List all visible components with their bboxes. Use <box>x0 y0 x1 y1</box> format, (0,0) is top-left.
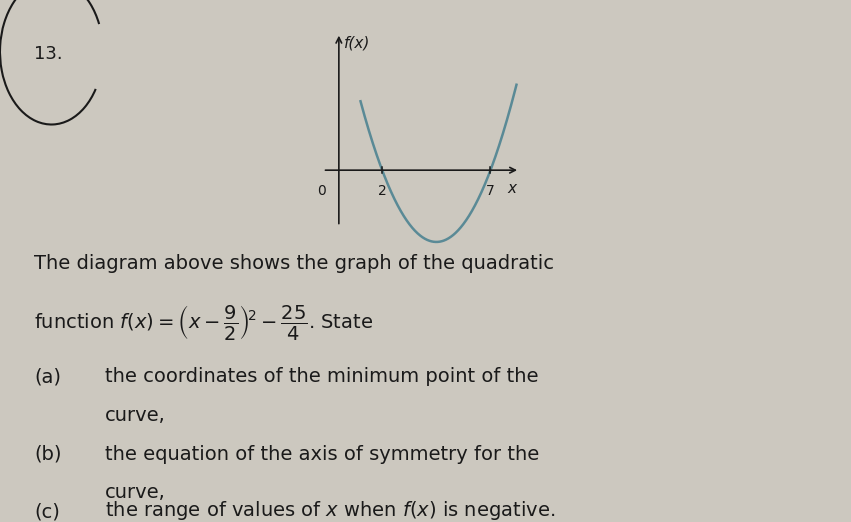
Text: the equation of the axis of symmetry for the: the equation of the axis of symmetry for… <box>105 445 539 464</box>
Text: 2: 2 <box>378 184 386 198</box>
Text: curve,: curve, <box>105 406 165 425</box>
Text: x: x <box>507 181 517 196</box>
Text: (c): (c) <box>34 503 60 522</box>
Text: the range of values of $x$ when $f$($x$) is negative.: the range of values of $x$ when $f$($x$)… <box>105 499 555 522</box>
Text: 13.: 13. <box>34 45 63 64</box>
Text: (b): (b) <box>34 445 61 464</box>
Text: curve,: curve, <box>105 483 165 502</box>
Text: The diagram above shows the graph of the quadratic: The diagram above shows the graph of the… <box>34 254 554 272</box>
Text: (a): (a) <box>34 367 61 386</box>
Text: 0: 0 <box>317 184 326 198</box>
Text: f(x): f(x) <box>345 36 371 51</box>
Text: the coordinates of the minimum point of the: the coordinates of the minimum point of … <box>105 367 538 386</box>
Text: function $f(x) = \left(x-\dfrac{9}{2}\right)^{\!2} - \dfrac{25}{4}$. State: function $f(x) = \left(x-\dfrac{9}{2}\ri… <box>34 303 374 342</box>
Text: 7: 7 <box>486 184 495 198</box>
